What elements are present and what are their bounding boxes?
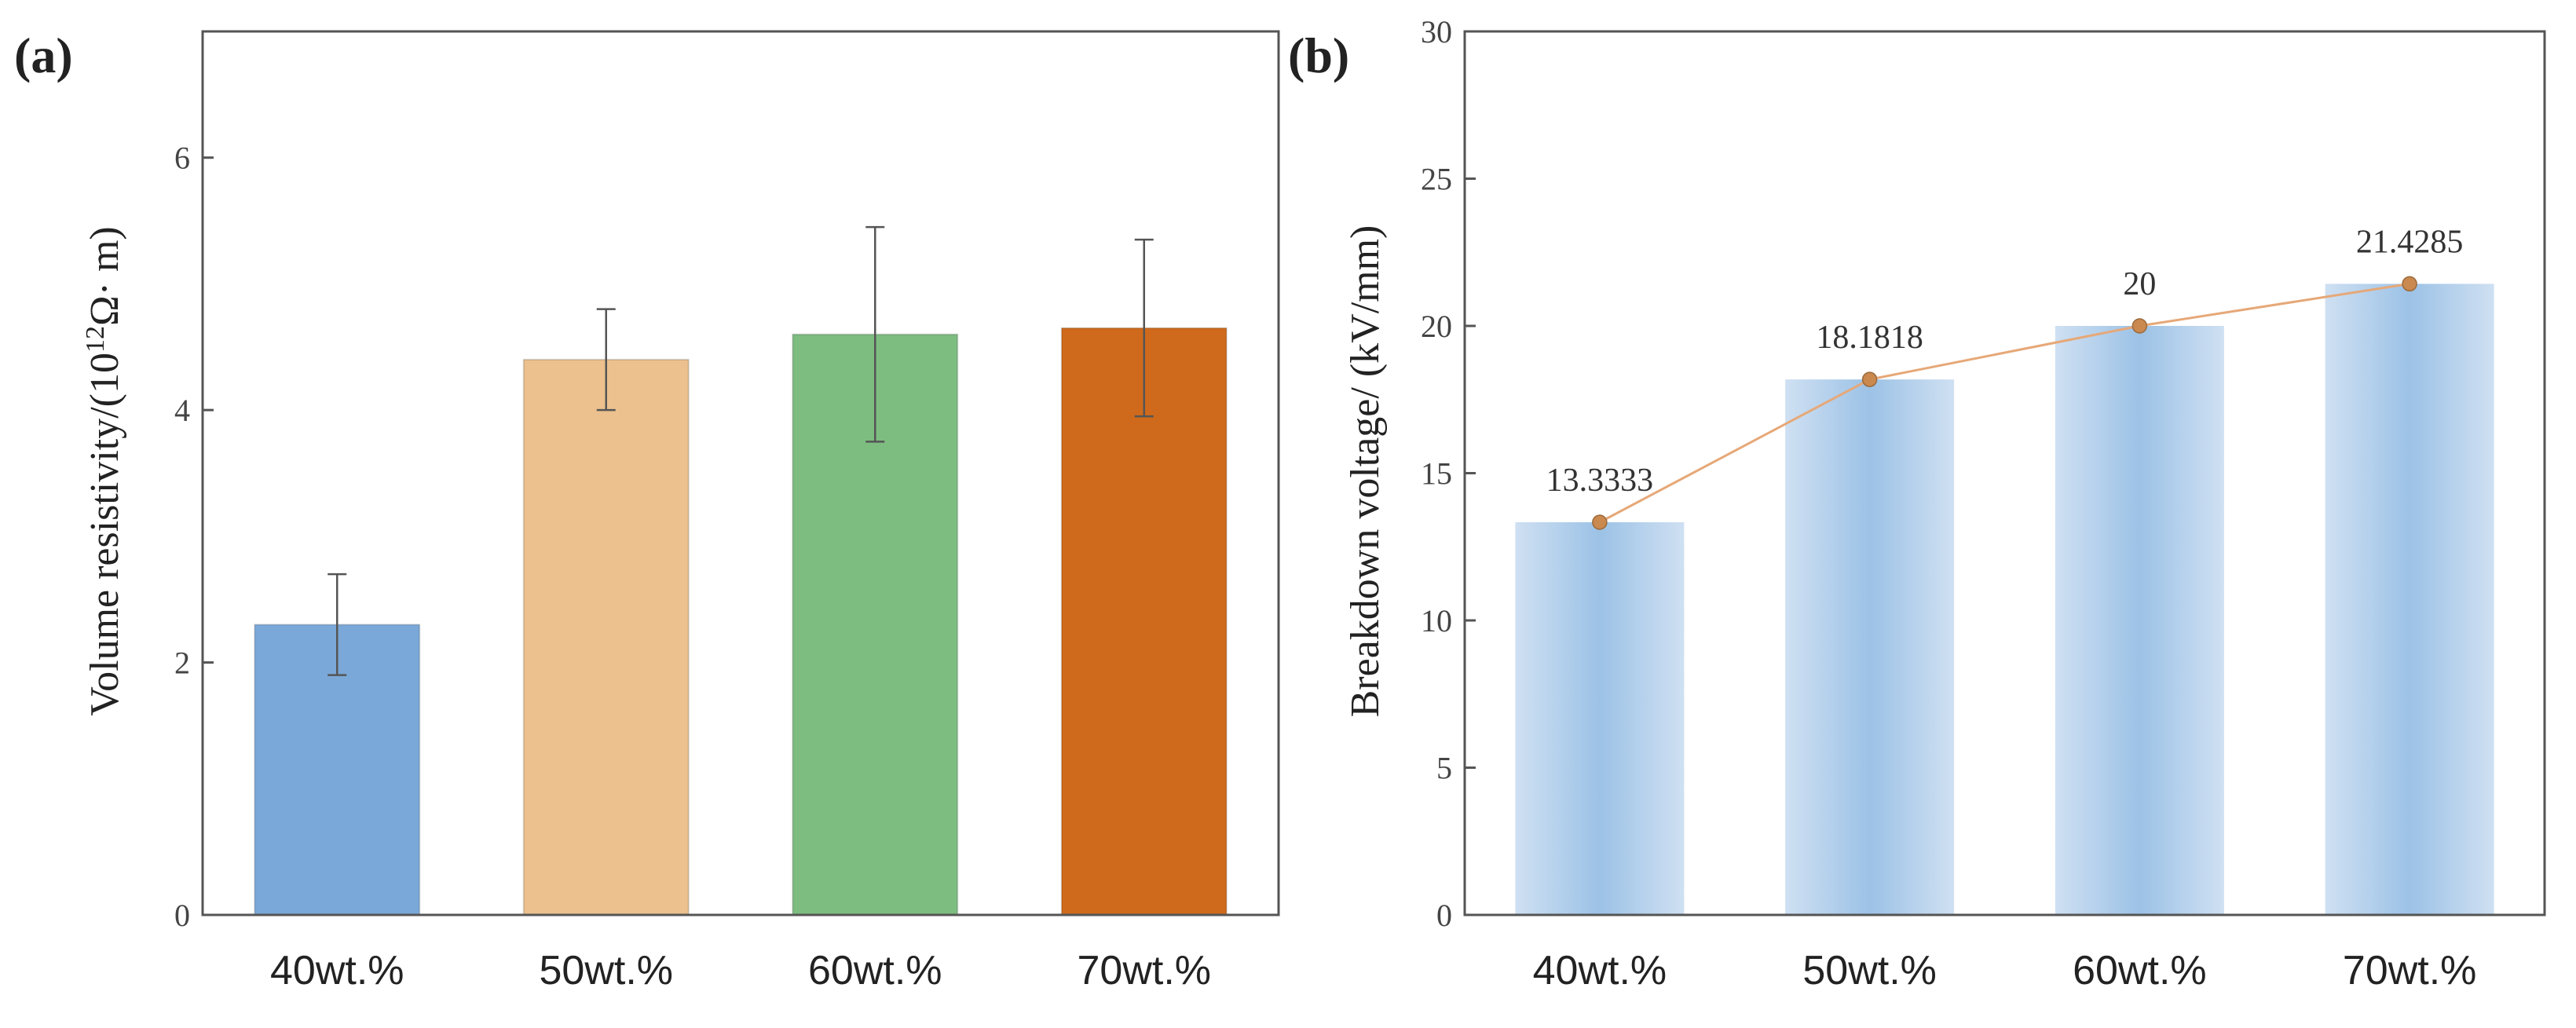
x-category-label: 50wt.% [539, 948, 673, 993]
y-tick-label: 6 [174, 141, 190, 176]
panel-b-y-axis-label: Breakdown voltage/ (kV/mm) [1343, 225, 1388, 718]
x-category-label: 40wt.% [270, 948, 404, 993]
y-tick-label: 10 [1421, 603, 1452, 638]
data-point [2131, 318, 2148, 334]
y-tick-label: 4 [174, 393, 190, 428]
bar [1785, 379, 1955, 915]
bar [1515, 522, 1685, 915]
data-point [1861, 371, 1878, 387]
y-tick-label: 0 [1436, 898, 1452, 933]
panel-a-plot-frame [201, 30, 1280, 916]
trend-line [1599, 282, 2410, 524]
panel-b-label: (b) [1288, 27, 1349, 83]
x-category-label: 70wt.% [1077, 948, 1211, 993]
y-tick-label: 30 [1421, 14, 1452, 49]
bar [522, 358, 690, 916]
data-value-label: 20 [2123, 266, 2156, 302]
panel-a-chart: (a) 0 2 4 6 40wt.% 50wt.% 60wt.% 70wt.% Volume… [14, 27, 1280, 993]
data-point [1592, 514, 1608, 530]
x-category-label: 70wt.% [2343, 948, 2477, 993]
y-tick-label: 25 [1421, 162, 1452, 197]
y-tick-label: 20 [1421, 309, 1452, 344]
y-tick-label: 2 [174, 646, 190, 681]
data-value-label: 21.4285 [2356, 224, 2464, 260]
x-category-label: 60wt.% [2073, 948, 2207, 993]
bar [2055, 326, 2224, 915]
panel-b-chart: (b) 13.3333 18.1818 20 21.4285 0 5 10 15 20 25 30… [1288, 14, 2546, 993]
x-category-label: 60wt.% [808, 948, 942, 993]
y-tick-label: 15 [1421, 456, 1452, 492]
panel-a-label: (a) [14, 27, 73, 83]
x-category-label: 40wt.% [1533, 948, 1667, 993]
y-tick-label: 0 [174, 898, 190, 933]
data-point [2402, 276, 2417, 292]
data-value-label: 13.3333 [1546, 463, 1654, 499]
y-tick-label: 5 [1436, 751, 1452, 786]
panel-a-y-axis-label: Volume resistivity/(1012Ω· m) [81, 226, 127, 715]
bar [2325, 284, 2494, 915]
x-category-label: 50wt.% [1802, 948, 1937, 993]
data-value-label: 18.1818 [1816, 320, 1923, 356]
